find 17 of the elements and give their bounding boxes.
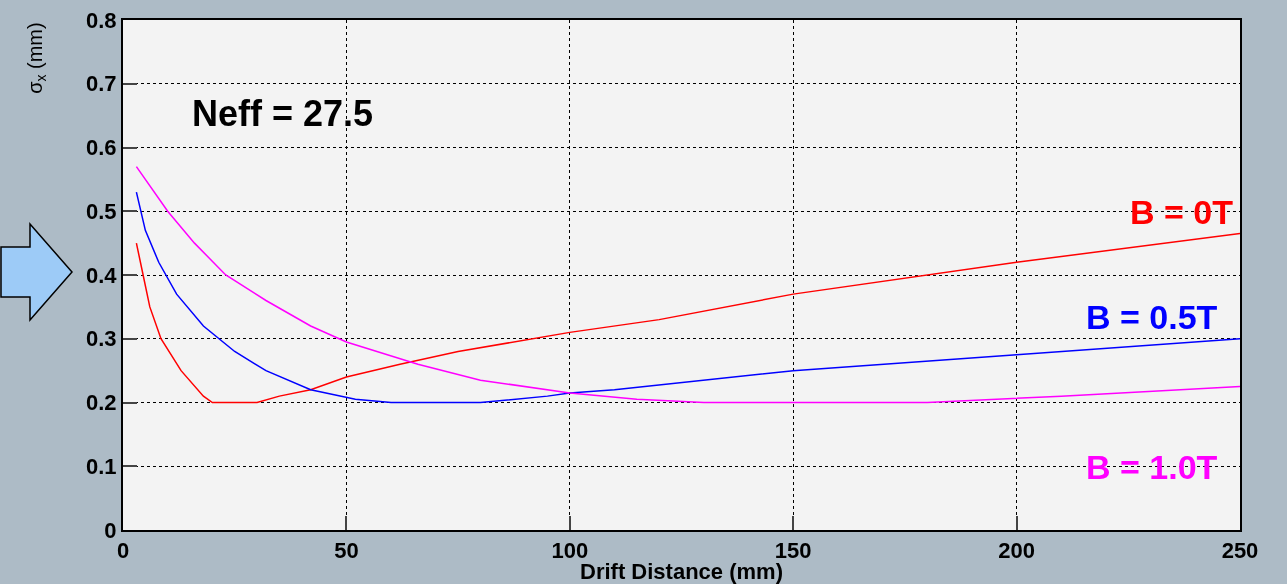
y-tick-label: 0.7 bbox=[86, 71, 117, 97]
series-label: B = 0.5T bbox=[1086, 298, 1218, 336]
y-tick-label: 0.6 bbox=[86, 135, 117, 161]
series-label: B = 0T bbox=[1130, 193, 1234, 231]
line-series bbox=[135, 232, 1240, 404]
x-tick-label: 200 bbox=[998, 538, 1035, 564]
y-tick-label: 0.4 bbox=[86, 262, 118, 288]
annotation: Neff = 27.5 bbox=[192, 93, 374, 134]
y-tick-label: 0.1 bbox=[86, 453, 117, 479]
x-tick-label: 50 bbox=[334, 538, 359, 564]
series-label: B = 1.0T bbox=[1086, 448, 1218, 486]
x-tick-label: 250 bbox=[1221, 538, 1259, 564]
y-tick-label: 0.8 bbox=[86, 7, 117, 33]
y-tick-label: 0.3 bbox=[86, 326, 117, 352]
y-tick-label: 0.5 bbox=[86, 198, 117, 224]
y-tick-label: 0.2 bbox=[86, 390, 117, 416]
y-tick-label: 0 bbox=[104, 517, 117, 543]
